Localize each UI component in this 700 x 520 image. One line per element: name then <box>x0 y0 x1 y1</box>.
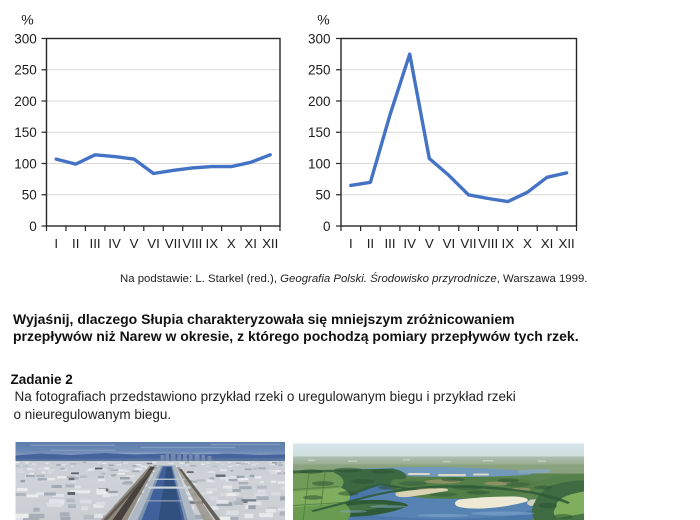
svg-text:150: 150 <box>14 125 37 140</box>
svg-text:IX: IX <box>502 236 515 251</box>
svg-text:III: III <box>384 236 395 251</box>
svg-text:200: 200 <box>308 94 331 109</box>
svg-text:IV: IV <box>108 236 121 251</box>
svg-text:100: 100 <box>308 156 331 171</box>
svg-text:VIII: VIII <box>478 236 498 251</box>
svg-text:50: 50 <box>22 188 37 203</box>
svg-text:%: % <box>21 12 33 28</box>
svg-text:V: V <box>130 236 139 251</box>
svg-text:IV: IV <box>403 236 416 251</box>
svg-text:I: I <box>349 236 353 251</box>
svg-text:V: V <box>425 236 434 251</box>
svg-text:250: 250 <box>14 63 37 78</box>
svg-text:VIII: VIII <box>182 236 202 251</box>
svg-text:VI: VI <box>147 236 160 251</box>
svg-text:VII: VII <box>165 236 181 251</box>
svg-text:0: 0 <box>29 219 37 234</box>
svg-text:150: 150 <box>308 125 331 140</box>
svg-text:XI: XI <box>244 236 257 251</box>
svg-text:250: 250 <box>308 63 331 78</box>
svg-text:II: II <box>367 236 374 251</box>
svg-text:I: I <box>54 236 58 251</box>
svg-text:XI: XI <box>541 236 554 251</box>
svg-text:VII: VII <box>460 236 476 251</box>
svg-text:X: X <box>523 236 532 251</box>
svg-text:II: II <box>72 236 79 251</box>
svg-text:X: X <box>227 236 236 251</box>
svg-text:III: III <box>90 236 101 251</box>
svg-text:300: 300 <box>308 31 331 46</box>
svg-text:0: 0 <box>323 219 331 234</box>
svg-text:%: % <box>317 12 329 28</box>
svg-text:IX: IX <box>206 236 219 251</box>
svg-text:VI: VI <box>443 236 456 251</box>
svg-text:200: 200 <box>14 94 37 109</box>
svg-text:XII: XII <box>558 236 574 251</box>
svg-text:50: 50 <box>315 188 330 203</box>
svg-text:100: 100 <box>14 156 37 171</box>
svg-text:XII: XII <box>262 236 278 251</box>
svg-text:300: 300 <box>14 31 37 46</box>
